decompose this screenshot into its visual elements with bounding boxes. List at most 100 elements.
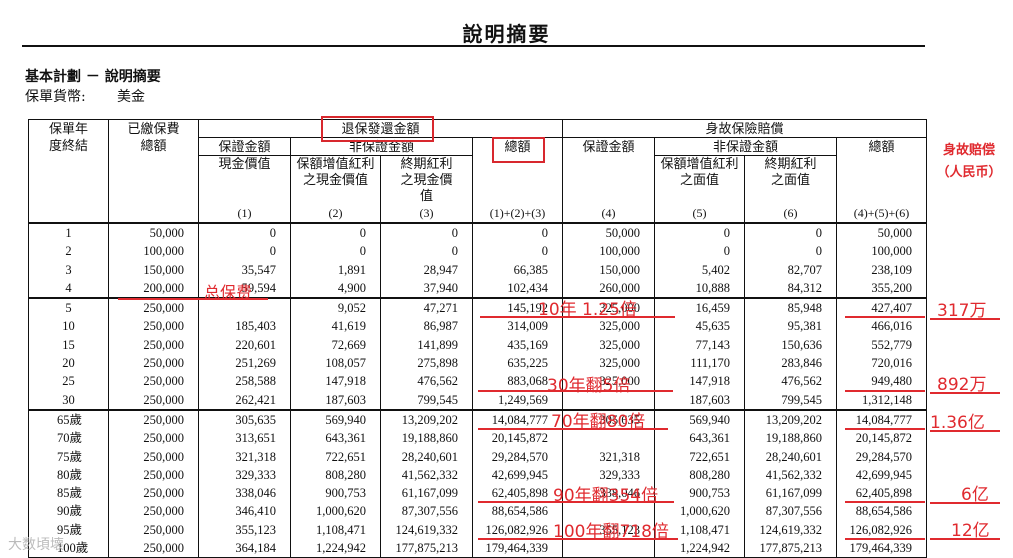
death-header: 身故保險賠償	[562, 119, 928, 138]
cell: 251,269	[198, 354, 291, 373]
annotation-100y: 100年翻718倍	[553, 522, 669, 542]
cell: 250,000	[108, 465, 199, 485]
underline-70y-right	[845, 428, 925, 430]
cell: 126,082,926	[836, 520, 928, 540]
cell: 20	[28, 354, 109, 373]
cell: 185,403	[198, 317, 291, 336]
side-value-12: 12亿	[951, 521, 990, 541]
cell: 16,459	[654, 298, 746, 318]
cell: 346,410	[198, 502, 291, 521]
cell: 4	[28, 278, 109, 299]
cell: 41,562,332	[744, 465, 838, 485]
cell: 5,402	[654, 260, 746, 279]
cash-value-header: 現金價值	[198, 155, 291, 204]
table-group-early: 1 50,000 0 0 0 0 50,000 0 0 50,000 2 100,000 0 0 0 0 100…	[28, 223, 928, 299]
cell: 0	[380, 242, 473, 261]
cell: 30	[28, 390, 109, 410]
cell: 2	[28, 242, 109, 261]
cell: 250,000	[108, 335, 199, 355]
cell: 147,918	[654, 372, 746, 391]
cell: 0	[654, 242, 746, 261]
side-value-892: 892万	[937, 375, 987, 395]
cell: 900,753	[654, 484, 746, 503]
cell: 41,562,332	[380, 465, 473, 485]
cell: 283,846	[744, 354, 838, 373]
cell: 900,753	[290, 484, 381, 503]
cell: 100,000	[108, 242, 199, 261]
cell: 0	[471, 242, 564, 261]
cell: 0	[744, 242, 838, 261]
cell: 124,619,332	[744, 520, 838, 540]
cell: 250,000	[108, 429, 199, 448]
cell: 250,000	[108, 409, 199, 430]
cell: 88,654,586	[471, 502, 564, 521]
cell: 569,940	[654, 409, 746, 430]
table-row: 15 250,000 220,601 72,669 141,899 435,169 325,…	[28, 335, 928, 355]
col-paid-header: 已繳保費總額	[108, 119, 199, 224]
cell: 275,898	[380, 354, 473, 373]
table-group-age: 65歲 250,000 305,635 569,940 13,209,202 14,084…	[28, 409, 928, 558]
cell: 13,209,202	[744, 409, 838, 430]
cell: 364,184	[198, 539, 291, 558]
cell: 427,407	[836, 298, 928, 318]
total-header-highlight	[492, 137, 545, 163]
cell: 37,940	[380, 278, 473, 299]
cell: 1,224,942	[290, 539, 381, 558]
num-1: (1)	[198, 204, 291, 224]
cell: 14,084,777	[836, 409, 928, 430]
page-title: 說明摘要	[462, 22, 551, 46]
surrender-total-header: 總額	[471, 137, 564, 204]
cell: 179,464,339	[836, 539, 928, 558]
watermark: 大数頃壊	[8, 537, 64, 553]
cell: 0	[744, 223, 838, 243]
cell: 799,545	[380, 390, 473, 410]
cell: 476,562	[744, 372, 838, 391]
cell: 47,271	[380, 298, 473, 318]
cell: 88,654,586	[836, 502, 928, 521]
table-row: 20 250,000 251,269 108,057 275,898 635,225 325…	[28, 354, 928, 373]
cell: 100,000	[562, 242, 656, 261]
cell: 10,888	[654, 278, 746, 299]
cell: 0	[198, 223, 291, 243]
cell: 250,000	[108, 372, 199, 391]
side-value-136: 1.36亿	[930, 413, 985, 433]
cell: 35,547	[198, 260, 291, 279]
cell: 305,635	[562, 409, 656, 430]
underline-100y	[478, 538, 678, 540]
benefit-table: 保單年度終結 已繳保費總額 退保發還金額 身故保險賠償 保證金額 非保證金額 總…	[28, 119, 928, 558]
cell: 19,188,860	[744, 429, 838, 448]
cell: 75歲	[28, 447, 109, 466]
col-year-header: 保單年度終結	[28, 119, 109, 224]
underline-30y-right	[845, 390, 925, 392]
cell: 250,000	[108, 317, 199, 336]
cell: 28,240,601	[380, 447, 473, 466]
rev-bonus-face-header: 保額增值紅利之面值	[654, 155, 746, 204]
table-row: 4 200,000 59,594 4,900 37,940 102,434 260,000 1…	[28, 278, 928, 299]
cell: 100,000	[836, 242, 928, 261]
annotation-70y: 70年翻80倍	[551, 412, 646, 432]
table-group-mid: 5 250,000 9,052 47,271 145,192 325,000 16,459 8…	[28, 298, 928, 410]
cell: 86,987	[380, 317, 473, 336]
cell: 102,434	[471, 278, 564, 299]
cell: 72,669	[290, 335, 381, 355]
cell: 177,875,213	[744, 539, 838, 558]
underline-90y	[478, 501, 674, 503]
cell: 325,000	[562, 354, 656, 373]
cell: 1,108,471	[290, 520, 381, 540]
cell: 808,280	[290, 465, 381, 485]
cell: 552,779	[836, 335, 928, 355]
cell: 321,318	[198, 447, 291, 466]
underline-90y-right	[845, 501, 925, 503]
terminal-bonus-face-header: 終期紅利之面值	[744, 155, 838, 204]
num-6: (6)	[744, 204, 838, 224]
cell: 61,167,099	[744, 484, 838, 503]
cell: 635,225	[471, 354, 564, 373]
cell: 29,284,570	[471, 447, 564, 466]
cell: 200,000	[108, 278, 199, 299]
cell: 84,312	[744, 278, 838, 299]
cell: 1,000,620	[290, 502, 381, 521]
cell: 0	[380, 223, 473, 243]
cell: 355,200	[836, 278, 928, 299]
cell: 28,947	[380, 260, 473, 279]
cell: 949,480	[836, 372, 928, 391]
